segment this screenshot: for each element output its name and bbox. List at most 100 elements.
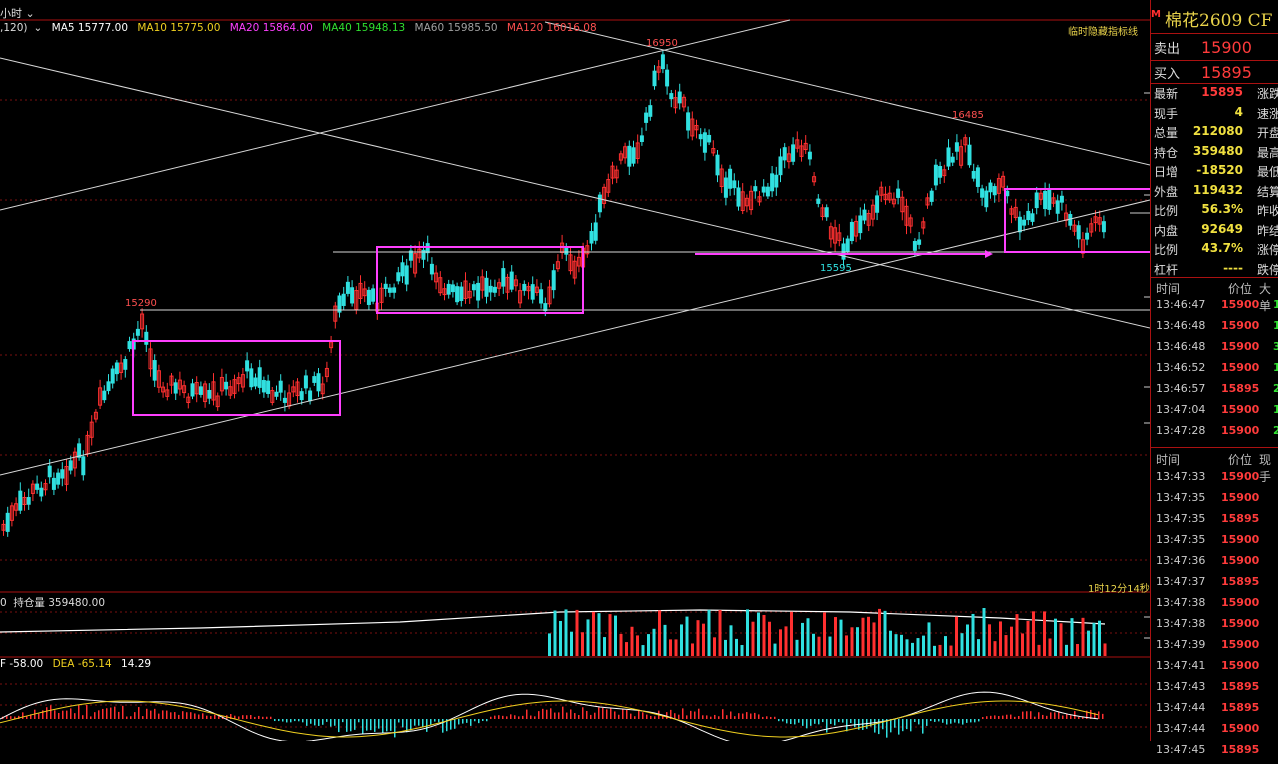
tick-row[interactable]: 13:47:04 15900 1 — [1151, 403, 1278, 424]
candle-body — [883, 193, 888, 201]
volume-bar — [817, 636, 821, 656]
macd-bar — [646, 714, 648, 719]
candle-body — [551, 270, 556, 291]
candle-body — [442, 288, 447, 296]
tick-row[interactable]: 13:46:52 15900 1 — [1151, 361, 1278, 382]
candle-body — [77, 443, 82, 458]
macd-bar — [898, 719, 900, 735]
macd-bar — [426, 719, 428, 732]
candle-body — [1101, 221, 1106, 233]
tick-price: 15900 — [1221, 491, 1260, 504]
macd-bar — [738, 713, 740, 719]
candle-body — [702, 132, 707, 153]
stat-value: 212080 — [1192, 124, 1243, 138]
macd-bar — [906, 719, 908, 730]
macd-bar — [1094, 712, 1096, 719]
macd-bar — [1006, 714, 1008, 719]
stat-key-2: 涨停 — [1257, 243, 1278, 257]
chart-area[interactable]: 小时 ⌄ ,120) ⌄ MA5 15777.00 MA10 15775.00 M… — [0, 0, 1150, 741]
candle-body — [387, 287, 392, 293]
macd-bar — [846, 719, 848, 732]
macd-bar — [1002, 715, 1004, 719]
macd-bar — [1062, 715, 1064, 719]
candle-body — [396, 272, 401, 282]
tick-row[interactable]: 13:47:28 15900 2 — [1151, 424, 1278, 445]
volume-bar — [845, 635, 848, 656]
macd-bar — [786, 719, 788, 724]
tick-qty: 13 — [1273, 319, 1278, 332]
candle-body — [938, 166, 943, 178]
chevron-down-icon[interactable]: ⌄ — [33, 22, 43, 34]
candle-body — [812, 176, 817, 183]
col-price: 价位 — [1228, 282, 1253, 296]
tick-row[interactable]: 13:47:36 15900 — [1151, 554, 1278, 575]
macd-bar — [554, 712, 556, 719]
macd-bar — [578, 714, 580, 719]
macd-bar — [258, 715, 260, 719]
volume-bar — [713, 637, 716, 656]
dif-label: F -58.00 — [0, 658, 44, 670]
stat-key-2: 跌停 — [1257, 262, 1278, 277]
macd-bar — [982, 716, 984, 719]
tick-row[interactable]: 13:47:45 15895 — [1151, 743, 1278, 764]
volume-bar — [614, 615, 617, 656]
candle-body — [379, 287, 384, 303]
macd-bar — [98, 710, 100, 719]
candle-body — [278, 380, 283, 393]
candle-body — [383, 283, 388, 289]
stat-value: 56.3% — [1201, 202, 1243, 216]
tick-row[interactable]: 13:47:33 15900 — [1151, 470, 1278, 491]
macd-bar — [662, 715, 664, 719]
macd-bar — [762, 716, 764, 719]
tick-row[interactable]: 13:47:35 15900 — [1151, 491, 1278, 512]
candle-body — [345, 281, 350, 294]
kline-chart[interactable] — [0, 0, 1150, 741]
tick-row[interactable]: 13:46:48 15900 3 — [1151, 340, 1278, 361]
tick-row[interactable]: 13:47:38 15900 — [1151, 596, 1278, 617]
tick-row[interactable]: 13:47:41 15900 — [1151, 659, 1278, 680]
volume-bar — [641, 645, 645, 656]
tick-row[interactable]: 13:47:44 15900 — [1151, 722, 1278, 743]
tick-row[interactable]: 13:47:38 15900 — [1151, 617, 1278, 638]
tick-row[interactable]: 13:47:44 15895 — [1151, 701, 1278, 722]
tick-row[interactable]: 13:47:35 15895 — [1151, 512, 1278, 533]
volume-bar — [575, 609, 579, 656]
macd-bar — [950, 719, 952, 724]
volume-bar — [982, 608, 986, 656]
volume-bar — [894, 634, 898, 656]
col-time: 时间 — [1156, 282, 1181, 296]
candle-body — [144, 331, 149, 345]
period-selector[interactable]: 小时 ⌄ — [0, 5, 35, 20]
tick-row[interactable]: 13:47:39 15900 — [1151, 638, 1278, 659]
macd-bar — [398, 719, 400, 723]
tick-row[interactable]: 13:46:47 15900 1 — [1151, 298, 1278, 319]
hide-indicator-button[interactable]: 临时隐藏指标线 — [1068, 27, 1138, 38]
volume-bar — [795, 639, 799, 656]
candle-body — [9, 505, 14, 521]
macd-bar — [146, 708, 148, 719]
candle-body — [81, 456, 86, 476]
candle-body — [320, 383, 325, 395]
tick-row[interactable]: 13:46:57 15895 2 — [1151, 382, 1278, 403]
tick-row[interactable]: 13:46:48 15900 13 — [1151, 319, 1278, 340]
tick-row[interactable]: 13:47:43 15895 — [1151, 680, 1278, 701]
stat-key-2: 最低 — [1257, 165, 1278, 179]
volume-bar — [1032, 611, 1035, 656]
candle-body — [866, 213, 871, 226]
candle-body — [484, 277, 489, 297]
candle-body — [72, 451, 77, 469]
volume-bar — [1026, 620, 1030, 656]
macd-bar — [218, 716, 220, 719]
stat-value: 119432 — [1192, 182, 1243, 197]
tick-row[interactable]: 13:47:35 15900 — [1151, 533, 1278, 554]
tick-row[interactable]: 13:47:37 15895 — [1151, 575, 1278, 596]
candle-body — [602, 186, 607, 204]
candle-body — [476, 282, 481, 301]
macd-bar — [194, 713, 196, 719]
candle-body — [984, 190, 989, 208]
macd-bar — [814, 719, 816, 724]
macd-bar — [18, 715, 20, 719]
trend-line-support — [0, 199, 1150, 476]
oi-label: 持仓量 359480.00 — [13, 597, 105, 609]
volume-bar — [988, 624, 991, 656]
